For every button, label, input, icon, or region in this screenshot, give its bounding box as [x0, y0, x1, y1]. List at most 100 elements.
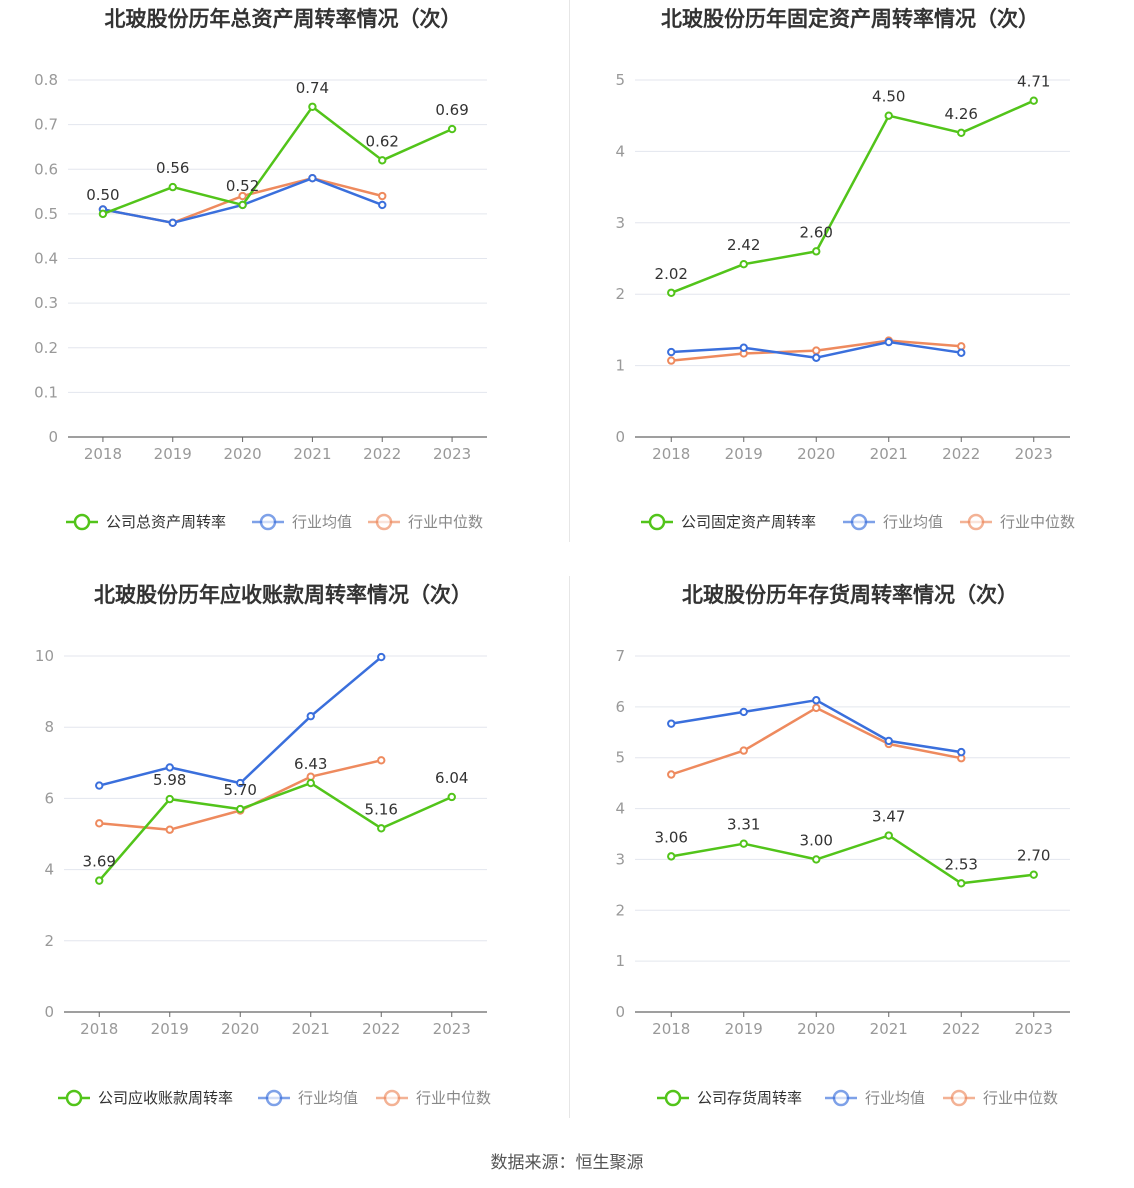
- data-point-company: [957, 128, 966, 138]
- series-line-avg: [98, 656, 383, 787]
- data-label: 0.62: [366, 132, 399, 150]
- y-tick-label: 2: [615, 285, 625, 303]
- data-point-avg: [95, 781, 104, 790]
- x-tick-label: 2018: [84, 445, 122, 463]
- y-tick-label: 0.3: [34, 294, 58, 312]
- series-line-company: [102, 105, 453, 216]
- data-point-company: [739, 839, 748, 848]
- series-line-company: [670, 99, 1035, 294]
- series-line-company: [98, 781, 453, 882]
- data-label: 2.42: [727, 236, 760, 254]
- data-point-median: [378, 191, 387, 201]
- legend-marker-avg: [265, 1089, 283, 1107]
- data-label: 3.00: [800, 831, 833, 849]
- data-label: 2.02: [655, 265, 688, 283]
- data-point-avg: [884, 736, 893, 746]
- y-tick-label: 0.6: [34, 160, 58, 178]
- x-tick-label: 2018: [652, 1020, 690, 1038]
- data-point-median: [667, 356, 676, 365]
- data-point-company: [884, 831, 893, 840]
- legend-marker-avg: [832, 1089, 850, 1107]
- data-point-avg: [957, 747, 966, 757]
- x-tick-label: 2023: [1015, 1020, 1053, 1038]
- data-point-company: [168, 182, 177, 192]
- y-tick-label: 0: [48, 428, 58, 446]
- chart-svg-4: 北玻股份历年存货周转率情况（次） 0 1 2 3 4 5 6 7 2018 2019 2020 2021…: [615, 583, 1070, 1107]
- y-tick-label: 2: [44, 932, 54, 950]
- y-tick-label: 5: [615, 749, 625, 767]
- y-tick-label: 0: [44, 1003, 54, 1021]
- legend-marker-median: [383, 1089, 401, 1107]
- data-point-avg: [884, 337, 893, 347]
- legend-label-median: 行业中位数: [408, 513, 483, 531]
- y-tick-label: 6: [615, 698, 625, 716]
- data-label: 4.50: [872, 88, 905, 106]
- data-point-avg: [812, 353, 821, 362]
- data-point-median: [165, 825, 174, 834]
- y-tick-label: 5: [615, 71, 625, 89]
- legend-label-avg: 行业均值: [292, 513, 352, 531]
- data-point-company: [447, 124, 457, 134]
- x-tick-label: 2019: [725, 445, 763, 463]
- data-label: 3.47: [872, 808, 905, 826]
- chart-panel-4: 北玻股份历年存货周转率情况（次） 0 1 2 3 4 5 6 7 2018 2019 2020 2021…: [567, 576, 1134, 1152]
- y-tick-label: 0.8: [34, 71, 58, 89]
- data-label: 5.70: [224, 781, 257, 799]
- x-tick-label: 2018: [652, 445, 690, 463]
- y-tick-label: 10: [35, 647, 54, 665]
- data-label: 0.74: [296, 79, 329, 97]
- y-tick-label: 4: [44, 861, 54, 879]
- data-point-median: [667, 770, 676, 779]
- series-line-company: [671, 834, 1034, 885]
- legend-label-avg: 行业均值: [865, 1089, 925, 1107]
- y-tick-label: 3: [615, 214, 625, 232]
- legend-label-median: 行业中位数: [983, 1089, 1058, 1107]
- chart-svg-2: 北玻股份历年固定资产周转率情况（次） 0 1 2 3 4 5 2018 2019 2020 2021…: [615, 7, 1075, 531]
- y-tick-label: 8: [44, 718, 54, 736]
- data-label: 0.50: [86, 186, 119, 204]
- data-label: 0.69: [435, 101, 468, 119]
- legend-marker-avg: [259, 513, 277, 531]
- data-label: 0.56: [156, 159, 189, 177]
- legend-marker-median: [950, 1089, 968, 1107]
- data-label: 5.16: [365, 800, 398, 818]
- x-tick-label: 2023: [433, 445, 471, 463]
- chart-panel-2: 北玻股份历年固定资产周转率情况（次） 0 1 2 3 4 5 2018 2019 2020 2021…: [567, 0, 1134, 576]
- y-tick-label: 0.1: [34, 383, 58, 401]
- x-tick-label: 2023: [433, 1020, 471, 1038]
- data-point-median: [739, 746, 748, 755]
- y-tick-label: 1: [615, 357, 625, 375]
- divider-top: [569, 0, 570, 542]
- legend-marker-avg: [850, 513, 868, 531]
- x-tick-label: 2022: [942, 445, 980, 463]
- data-point-median: [812, 346, 821, 355]
- y-tick-label: 4: [615, 800, 625, 818]
- legend-label-median: 行业中位数: [416, 1089, 491, 1107]
- legend-label-median: 行业中位数: [1000, 513, 1075, 531]
- data-point-avg: [168, 218, 177, 228]
- data-point-avg: [812, 696, 821, 705]
- data-point-company: [812, 247, 821, 256]
- data-label: 4.71: [1017, 73, 1050, 91]
- chart-svg-3: 北玻股份历年应收账款周转率情况（次） 0 2 4 6 8 10 2018 2019 2020 202…: [35, 583, 491, 1107]
- x-tick-label: 2022: [942, 1020, 980, 1038]
- data-point-avg: [667, 347, 676, 357]
- x-tick-label: 2021: [870, 1020, 908, 1038]
- data-label: 2.70: [1017, 847, 1050, 865]
- data-label: 0.52: [226, 177, 259, 195]
- legend-marker-median: [375, 513, 393, 531]
- x-tick-label: 2020: [797, 445, 835, 463]
- data-label: 2.53: [945, 855, 978, 873]
- y-tick-label: 0.4: [34, 250, 58, 268]
- data-label: 3.06: [655, 828, 688, 846]
- data-point-avg: [306, 711, 315, 721]
- y-tick-label: 0.5: [34, 205, 58, 223]
- x-tick-label: 2022: [362, 1020, 400, 1038]
- legend-label-company: 公司应收账款周转率: [98, 1089, 233, 1107]
- chart-title: 北玻股份历年固定资产周转率情况（次）: [661, 7, 1039, 31]
- data-point-company: [667, 288, 676, 297]
- chart-title: 北玻股份历年存货周转率情况（次）: [682, 583, 1018, 607]
- legend-label-avg: 行业均值: [883, 513, 943, 531]
- y-tick-label: 6: [44, 789, 54, 807]
- data-point-median: [377, 756, 386, 765]
